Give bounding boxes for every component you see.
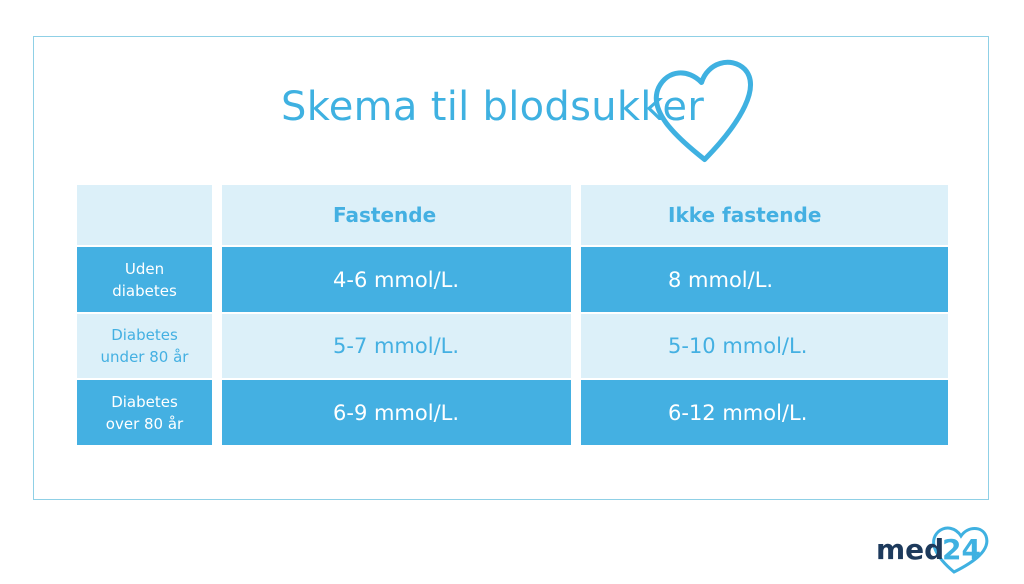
table-cell: 6-12 mmol/L. xyxy=(581,380,948,445)
cell-value: 6-9 mmol/L. xyxy=(333,400,460,425)
row-label: Diabetes under 80 år xyxy=(77,314,212,378)
row-label-text: Uden diabetes xyxy=(112,259,177,300)
cell-value: 5-7 mmol/L. xyxy=(333,334,460,358)
chart-frame xyxy=(33,36,989,500)
row-label: Uden diabetes xyxy=(77,247,212,312)
logo-text-med: med xyxy=(876,533,944,566)
table-cell: 8 mmol/L. xyxy=(581,247,948,312)
header-empty-cell xyxy=(77,185,212,245)
logo-text-24: 24 xyxy=(942,533,981,566)
table-cell: 5-10 mmol/L. xyxy=(581,314,948,378)
row-label-text: Diabetes over 80 år xyxy=(105,392,184,433)
row-label-text: Diabetes under 80 år xyxy=(100,326,189,366)
cell-value: 4-6 mmol/L. xyxy=(333,267,460,292)
header-fastende: Fastende xyxy=(222,185,571,245)
header-label: Fastende xyxy=(333,203,437,227)
cell-value: 5-10 mmol/L. xyxy=(668,334,808,358)
cell-value: 8 mmol/L. xyxy=(668,267,774,292)
row-label: Diabetes over 80 år xyxy=(77,380,212,445)
header-label: Ikke fastende xyxy=(668,203,822,227)
table-cell: 6-9 mmol/L. xyxy=(222,380,571,445)
table-cell: 4-6 mmol/L. xyxy=(222,247,571,312)
cell-value: 6-12 mmol/L. xyxy=(668,400,808,425)
med24-logo: med 24 xyxy=(876,522,996,580)
page-title: Skema til blodsukker xyxy=(281,84,705,130)
heart-icon xyxy=(653,59,753,163)
heart-icon: med 24 xyxy=(876,526,989,574)
header-ikke-fastende: Ikke fastende xyxy=(581,185,948,245)
table-cell: 5-7 mmol/L. xyxy=(222,314,571,378)
